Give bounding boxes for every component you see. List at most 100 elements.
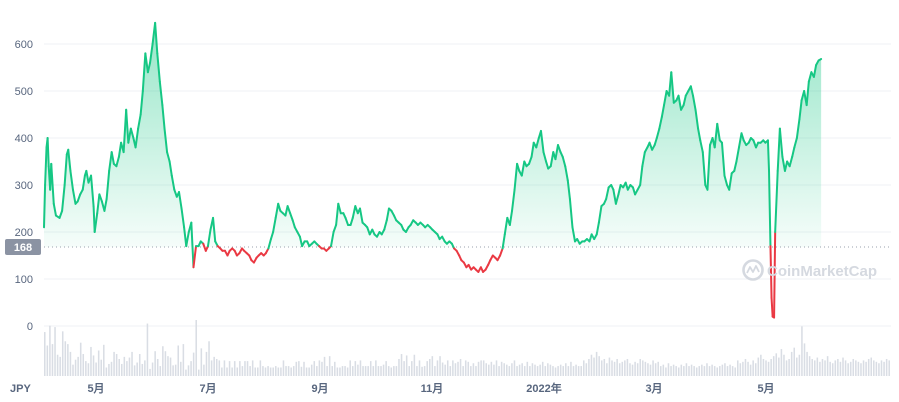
- price-line-segment: [43, 184, 47, 229]
- volume-bar: [192, 352, 195, 376]
- volume-bar: [359, 360, 362, 376]
- volume-bar: [121, 363, 123, 376]
- volume-bar: [557, 366, 559, 376]
- volume-bar: [680, 364, 683, 376]
- volume-bar: [639, 358, 642, 376]
- volume-bar: [837, 358, 839, 376]
- price-line-segment: [571, 226, 577, 243]
- volume-bar: [213, 356, 215, 376]
- price-line-segment: [383, 219, 388, 231]
- price-line-segment: [692, 94, 697, 111]
- volume-bar: [652, 360, 654, 376]
- volume-bar: [598, 356, 600, 376]
- volume-bar: [313, 361, 316, 376]
- volume-bar: [477, 361, 480, 376]
- volume-bar: [523, 366, 526, 376]
- price-line-segment: [163, 127, 169, 154]
- volume-bar: [285, 366, 287, 376]
- price-line-segment: [349, 216, 354, 226]
- volume-bar: [418, 360, 421, 376]
- price-line-segment: [337, 202, 342, 215]
- volume-bar: [292, 366, 295, 376]
- price-line-segment: [154, 21, 159, 55]
- volume-bar: [867, 358, 870, 376]
- price-line-segment: [812, 64, 818, 78]
- price-line-segment: [141, 52, 147, 92]
- volume-bar: [770, 358, 772, 376]
- volume-bar: [316, 366, 318, 376]
- volume-bar: [346, 367, 349, 376]
- volume-bar: [54, 327, 56, 376]
- volume-bar: [511, 363, 513, 376]
- volume-bar: [559, 364, 562, 376]
- volume-bar: [446, 360, 449, 376]
- volume-bar: [303, 361, 305, 376]
- price-line-segment: [192, 245, 198, 269]
- volume-bar: [103, 344, 105, 376]
- volume-bar: [880, 360, 883, 376]
- volume-bar: [51, 344, 54, 376]
- price-line-segment: [773, 231, 777, 319]
- volume-bar: [734, 367, 736, 376]
- volume-bar: [208, 341, 210, 376]
- price-line-segment: [69, 169, 74, 191]
- volume-bar: [395, 366, 398, 376]
- price-line-segment: [332, 223, 338, 233]
- volume-bar: [672, 364, 675, 376]
- volume-bar: [675, 366, 677, 376]
- volume-bar: [275, 366, 277, 376]
- baseline-badge-box: [5, 239, 41, 256]
- price-line-segment: [185, 231, 190, 248]
- price-line-segment: [697, 127, 702, 142]
- volume-bar: [642, 360, 644, 376]
- volume-bar: [480, 360, 482, 376]
- price-line-segment: [115, 155, 120, 168]
- volume-bar: [113, 351, 115, 376]
- volume-bar: [688, 366, 690, 376]
- volume-bar: [488, 364, 490, 376]
- volume-bar: [236, 367, 239, 376]
- volume-bar: [328, 356, 331, 376]
- price-line-segment: [677, 94, 683, 111]
- volume-bar: [241, 366, 244, 376]
- volume-bar: [110, 361, 113, 376]
- volume-bar: [803, 343, 806, 376]
- volume-bar: [156, 358, 159, 376]
- volume-bar: [521, 363, 523, 376]
- price-line-segment: [597, 205, 603, 224]
- price-line-segment: [639, 165, 644, 186]
- price-line-segment: [566, 179, 571, 201]
- volume-bar: [205, 351, 208, 376]
- volume-bar: [873, 360, 875, 376]
- price-line-segment: [90, 174, 95, 208]
- volume-bar: [454, 363, 457, 376]
- price-line-segment: [144, 52, 149, 74]
- price-line-segment: [277, 202, 282, 212]
- volume-bar: [310, 364, 313, 376]
- volume-bar: [562, 366, 565, 376]
- volume-bar: [603, 358, 606, 376]
- price-line-segment: [689, 85, 695, 97]
- price-line-segment: [93, 212, 99, 233]
- price-line-segment: [520, 160, 526, 177]
- volume-bar: [141, 363, 144, 376]
- volume-bar: [326, 366, 328, 376]
- volume-bar: [590, 354, 593, 376]
- volume-bar: [649, 364, 652, 376]
- volume-bar: [387, 366, 390, 376]
- price-line-segment: [286, 205, 292, 215]
- volume-bar: [334, 361, 336, 376]
- volume-bar: [693, 366, 695, 376]
- volume-bar: [362, 366, 364, 376]
- price-line-segment: [272, 216, 277, 233]
- volume-bar: [218, 360, 221, 376]
- volume-bar: [239, 361, 241, 376]
- volume-bar: [300, 366, 303, 376]
- price-line-segment: [694, 108, 700, 130]
- price-line-segment: [76, 193, 82, 203]
- volume-bar: [100, 359, 103, 376]
- volume-bar: [539, 364, 541, 376]
- volume-bar: [844, 360, 847, 376]
- price-line-segment: [699, 139, 704, 154]
- volume-bar: [834, 360, 837, 376]
